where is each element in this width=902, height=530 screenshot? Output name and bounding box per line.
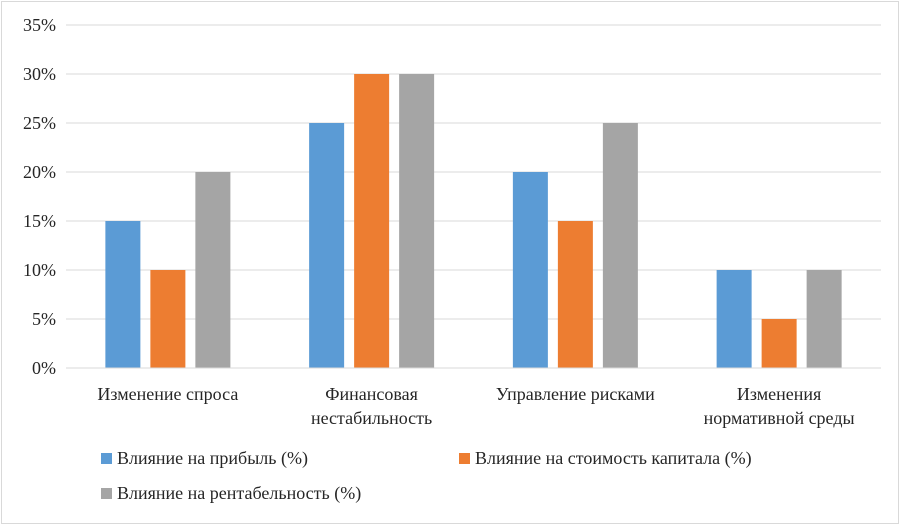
- category-label: Финансовая нестабильность: [311, 384, 432, 428]
- legend-label: Влияние на прибыль (%): [117, 448, 308, 469]
- bars: [105, 74, 842, 368]
- legend-swatch: [101, 488, 112, 499]
- y-tick-label: 25%: [23, 113, 56, 133]
- bar: [354, 74, 390, 368]
- category-labels: Изменение спроса Финансовая нестабильность…: [97, 384, 854, 428]
- bar: [512, 172, 548, 368]
- bar: [806, 270, 842, 368]
- legend: Влияние на прибыль (%) Влияние на стоимос…: [101, 448, 752, 504]
- y-tick-label: 0%: [32, 358, 56, 378]
- category-label: Изменения нормативной среды: [704, 384, 855, 428]
- bar: [195, 172, 231, 368]
- y-tick-label: 15%: [23, 211, 56, 231]
- bar: [399, 74, 435, 368]
- bar: [150, 270, 186, 368]
- y-axis-ticks: 0% 5% 10% 15% 20% 25% 30% 35%: [23, 15, 56, 378]
- y-tick-label: 30%: [23, 64, 56, 84]
- y-tick-label: 10%: [23, 260, 56, 280]
- legend-item: Влияние на стоимость капитала (%): [459, 448, 752, 469]
- bar: [602, 123, 638, 368]
- y-tick-label: 35%: [23, 15, 56, 35]
- legend-label: Влияние на рентабельность (%): [117, 483, 361, 504]
- category-label: Управление рисками: [496, 384, 655, 404]
- legend-swatch: [101, 453, 112, 464]
- bar: [716, 270, 752, 368]
- y-tick-label: 5%: [32, 309, 56, 329]
- legend-label: Влияние на стоимость капитала (%): [475, 448, 752, 469]
- legend-swatch: [459, 453, 470, 464]
- y-tick-label: 20%: [23, 162, 56, 182]
- bar: [309, 123, 345, 368]
- bar: [557, 221, 593, 368]
- bar: [105, 221, 141, 368]
- bar: [761, 319, 797, 368]
- legend-item: Влияние на рентабельность (%): [101, 483, 361, 504]
- gridlines: [66, 24, 881, 320]
- legend-item: Влияние на прибыль (%): [101, 448, 308, 469]
- category-label: Изменение спроса: [97, 384, 238, 404]
